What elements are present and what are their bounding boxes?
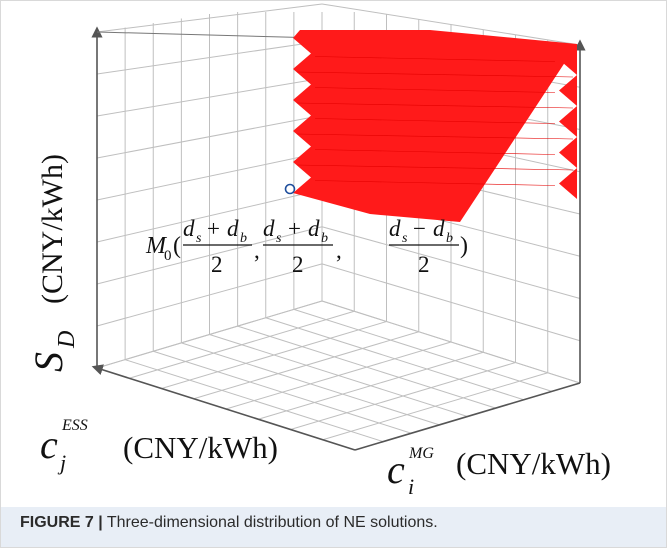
left-wall-grid-line	[96, 40, 323, 75]
m0-close-paren: )	[460, 233, 468, 259]
frac3-d2: d	[433, 216, 445, 241]
left-axis-subscript: j	[57, 450, 66, 475]
caption-text: Three-dimensional distribution of NE sol…	[102, 514, 438, 531]
floor-grid-line	[258, 351, 484, 420]
ne-solution-contour	[314, 118, 556, 124]
ne-solution-contour	[314, 180, 556, 186]
z-axis-subscript: D	[54, 331, 80, 349]
frac2-op: +	[288, 216, 301, 241]
m0-marker-point	[284, 183, 296, 195]
comma-2: ,	[336, 238, 342, 263]
floor-grid-line	[322, 372, 548, 441]
ne-solution-contour	[296, 71, 574, 78]
frac3-sub-s: s	[402, 231, 408, 246]
right-axis-symbol: c	[387, 447, 405, 492]
caption-label: FIGURE 7 |	[20, 514, 103, 531]
left-axis-unit: (CNY/kWh)	[123, 430, 278, 465]
ne-solution-contour	[296, 164, 574, 171]
ne-solution-region	[293, 30, 577, 222]
left-axis-symbol: c	[40, 422, 58, 467]
ne-solution-contour	[314, 149, 556, 155]
left-floor-axis	[91, 364, 356, 451]
right-axis-superscript: MG	[408, 445, 434, 462]
right-wall-grid-line	[321, 3, 581, 46]
m0-annotation: M 0 ( d s + d b 2 , d s + d b 2 , d s − …	[145, 216, 468, 277]
frac2-den: 2	[292, 252, 304, 277]
left-wall-grid-line	[96, 114, 323, 159]
left-axis-superscript: ESS	[61, 417, 88, 434]
frac1-op: +	[207, 216, 220, 241]
ne-solution-contour	[314, 56, 556, 62]
z-axis-label: S D (CNY/kWh)	[26, 154, 80, 372]
floor-grid-line	[209, 334, 468, 417]
left-wall-grid-line	[96, 152, 323, 201]
left-axis-label: c ESS j (CNY/kWh)	[40, 417, 278, 475]
right-axis-label: c MG i (CNY/kWh)	[387, 445, 611, 499]
floor-grid-line	[293, 308, 553, 392]
frac1-sub-b: b	[240, 231, 247, 246]
right-axis-unit: (CNY/kWh)	[456, 446, 611, 481]
frac2-d2: d	[308, 216, 320, 241]
m0-open-paren: (	[173, 233, 181, 259]
floor-grid-line	[290, 362, 516, 430]
frac3-op: −	[413, 216, 426, 241]
comma-1: ,	[254, 238, 260, 263]
right-floor-axis	[354, 382, 581, 451]
frac3-sub-b: b	[446, 231, 453, 246]
ne-solution-contour	[314, 87, 556, 93]
figure-caption: FIGURE 7 | Three-dimensional distributio…	[20, 514, 660, 532]
frac1-sub-s: s	[196, 231, 202, 246]
left-wall-grid-line	[96, 3, 323, 33]
ne-solution-sheet	[293, 30, 577, 222]
frac3-d1: d	[389, 216, 401, 241]
ne-solution-contour	[296, 102, 574, 109]
frac1-d1: d	[183, 216, 195, 241]
frac2-sub-s: s	[276, 231, 282, 246]
ne-solution-contour	[296, 133, 574, 140]
z-axis-unit: (CNY/kWh)	[36, 154, 69, 304]
left-wall-grid-line	[96, 77, 323, 117]
floor-grid-line	[237, 325, 496, 409]
caption-band	[1, 507, 666, 547]
m0-symbol: M	[145, 233, 168, 259]
frac2-sub-b: b	[321, 231, 328, 246]
frac3-den: 2	[418, 252, 430, 277]
frac1-d2: d	[227, 216, 239, 241]
frac2-d1: d	[263, 216, 275, 241]
floor-grid-line	[265, 317, 524, 401]
m0-subscript: 0	[164, 248, 172, 264]
right-axis-subscript: i	[408, 474, 414, 499]
frac1-den: 2	[211, 252, 223, 277]
z-axis-symbol: S	[26, 352, 71, 372]
